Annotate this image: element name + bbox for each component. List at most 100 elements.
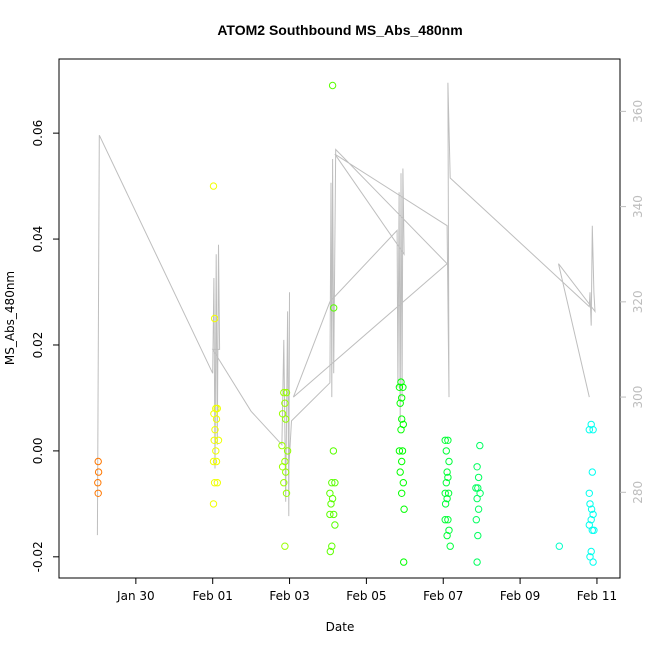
data-point [444,516,452,524]
data-point [210,314,219,323]
data-point [399,383,407,391]
data-point [278,441,286,450]
data-point [210,436,218,444]
x-tick-label: Jan 30 [116,589,155,603]
y2-tick-label: 340 [631,195,645,218]
data-point [209,457,218,466]
data-point [283,447,292,455]
x-tick-label: Feb 03 [269,589,309,603]
data-point [282,489,291,497]
data-point [397,378,405,386]
y-tick-label: 0.02 [31,332,45,359]
data-point [282,415,290,423]
data-point [331,479,339,487]
y-axis-label: MS_Abs_480nm [3,271,17,365]
data-point [473,494,481,503]
data-point [398,394,406,402]
data-point [441,516,449,524]
data-point [445,457,453,466]
data-point [444,489,453,497]
data-point [280,479,288,487]
data-point [213,479,222,487]
data-point [328,542,336,550]
data-point [94,468,103,476]
secondary-line-layer [96,82,596,536]
y2-tick-label: 360 [631,100,645,123]
x-tick-label: Feb 05 [346,589,386,603]
data-point [474,505,483,513]
data-point [330,510,338,519]
data-point [395,447,404,455]
data-point [94,479,102,487]
data-point [326,547,334,556]
data-point [474,473,483,482]
data-point [585,489,593,497]
data-point [280,388,288,397]
data-point [585,426,593,434]
plot-frame [58,58,621,579]
data-point [473,558,481,566]
data-point [209,500,218,508]
data-point [399,479,407,487]
data-points-layer [94,81,598,566]
data-point [397,426,405,434]
data-point [587,505,596,513]
data-point [328,81,337,90]
y2-tick-label: 280 [631,481,645,504]
data-point [212,415,221,423]
data-point [586,553,594,561]
data-point [212,447,220,455]
data-point [327,500,335,508]
data-point [398,457,406,466]
data-point [331,521,339,529]
x-tick-label: Feb 01 [193,589,233,603]
data-point [445,526,453,534]
y-tick-label: 0.06 [31,120,45,147]
x-tick-label: Feb 11 [577,589,617,603]
data-point [278,463,287,471]
data-point [398,415,406,423]
y2-tick-label: 320 [631,290,645,313]
data-point [94,457,102,466]
data-point [330,304,338,312]
y-axis-right: 280 300 320 340 360 [620,100,645,504]
data-point [586,500,594,508]
data-point [281,399,289,407]
data-point [398,489,406,497]
y-tick-label: 0.00 [31,438,45,465]
data-point [441,500,450,508]
data-point [211,426,219,434]
y-tick-label: 0.04 [31,226,45,253]
data-point [212,457,221,466]
data-point [589,426,597,434]
data-point [443,494,451,503]
data-point [443,531,451,540]
secondary-series-line [96,82,596,536]
data-point [281,542,289,550]
data-point [213,404,222,413]
data-point [441,436,449,444]
data-point [210,479,219,487]
data-point [476,441,484,450]
data-point [328,479,336,487]
data-point [473,463,481,471]
data-point [590,526,598,534]
data-point [446,542,454,550]
data-point [442,479,450,487]
data-point [282,468,290,476]
data-point [400,558,408,566]
data-point [587,547,595,556]
data-point [329,447,338,455]
data-point [282,388,291,397]
data-point [396,399,404,407]
x-axis-label: Date [326,620,355,634]
data-point [328,494,337,503]
x-tick-label: Feb 07 [423,589,463,603]
data-point [472,484,480,492]
data-point [588,468,596,476]
data-point [442,447,450,455]
data-point [472,516,480,524]
y2-tick-label: 300 [631,386,645,409]
data-point [443,468,451,476]
